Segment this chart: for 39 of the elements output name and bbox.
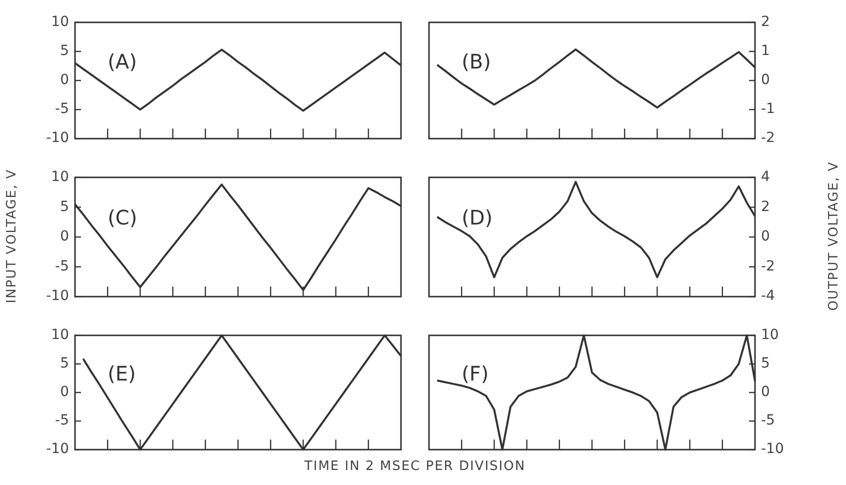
y-tick-label: 0 [60,72,69,88]
y-tick-label: -5 [55,412,69,429]
y-tick-label: -1 [761,101,775,118]
y-tick-label: -2 [761,258,775,274]
annotation: (F) [462,362,489,386]
y-tick-label: 5 [60,198,69,215]
y-tick-label: 10 [761,327,779,344]
y-tick-label: 10 [51,327,69,344]
y-tick-label: -10 [46,441,69,458]
y-axis-title: INPUT VOLTAGE, V [4,168,20,304]
y-tick-label: 5 [761,356,770,372]
y-tick-label: 2 [761,198,770,215]
y-tick-label: 5 [60,356,69,372]
y-tick-label: 10 [51,14,69,30]
y-tick-label: 0 [60,384,69,400]
annotation: (B) [462,49,491,74]
y-tick-label: 0 [60,228,69,245]
y-tick-label: 4 [761,169,770,186]
x-axis-title: TIME IN 2 MSEC PER DIVISION [303,459,527,474]
y-tick-label: -10 [46,130,69,146]
y-tick-label: -2 [761,130,775,146]
y-tick-label: -4 [761,288,776,304]
y-tick-label: -5 [761,412,775,429]
y-tick-label: -10 [761,441,784,458]
y-tick-label: -5 [55,101,69,118]
annotation: (C) [108,205,138,230]
y2-axis-title: OUTPUT VOLTAGE, V [826,161,842,311]
annotation: (A) [108,49,137,74]
annotation: (E) [108,362,136,386]
y-tick-label: 1 [761,43,770,60]
y-tick-label: -5 [55,258,69,274]
y-tick-label: 0 [761,228,770,245]
y-tick-label: -10 [46,288,69,304]
y-tick-label: 10 [51,169,69,186]
y-tick-label: 0 [761,384,770,400]
y-tick-label: 2 [761,14,770,30]
annotation: (D) [462,205,493,230]
y-tick-label: 0 [761,72,770,88]
y-tick-label: 5 [60,43,69,60]
